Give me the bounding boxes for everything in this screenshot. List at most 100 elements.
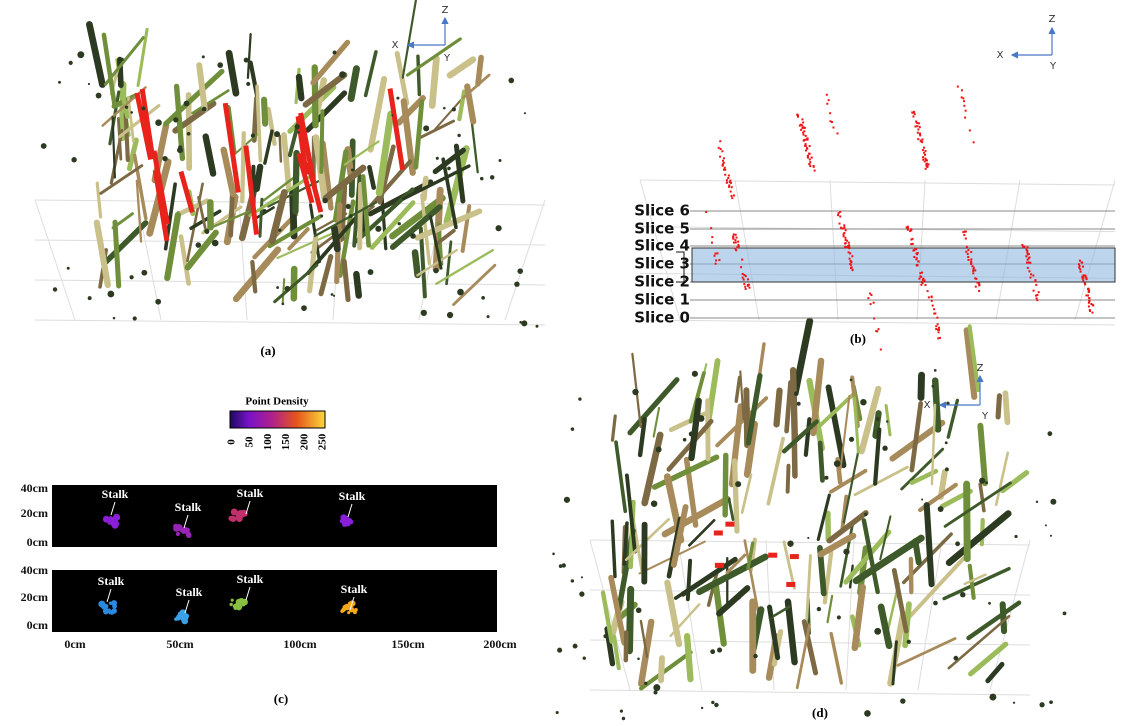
slice-point	[917, 138, 919, 140]
slice-point	[1023, 245, 1025, 247]
cloud-point	[834, 460, 841, 467]
stalk-blob	[103, 516, 110, 523]
cloud-point	[155, 119, 162, 126]
cloud-stroke	[949, 616, 1009, 668]
slice-point	[1028, 257, 1030, 259]
slice-point	[933, 308, 935, 310]
slice-point	[1087, 295, 1089, 297]
slice-point	[1089, 300, 1091, 302]
cloud-point	[447, 312, 453, 318]
slice-point	[741, 259, 743, 261]
cloud-stroke	[351, 69, 356, 99]
slice-point	[974, 269, 976, 271]
cloud-point	[524, 112, 526, 114]
cloud-stroke	[661, 658, 662, 680]
slice-point	[718, 259, 720, 261]
slice-point	[922, 156, 924, 158]
slice-point	[803, 130, 805, 132]
cloud-stroke	[206, 137, 213, 174]
slice-point	[923, 152, 925, 154]
slice-point	[918, 260, 920, 262]
slice-point	[921, 281, 923, 283]
cloud-point	[683, 438, 687, 442]
slice-point	[809, 161, 811, 163]
slice-point	[924, 280, 926, 282]
floor-grid	[35, 320, 545, 325]
floor-grid	[990, 540, 1030, 690]
cloud-point	[184, 101, 190, 107]
slice-point	[1082, 266, 1084, 268]
cloud-point	[1050, 499, 1056, 505]
cloud-stroke	[126, 114, 128, 160]
cloud-point	[934, 369, 937, 372]
cloud-point	[263, 209, 267, 213]
slice-point	[726, 179, 728, 181]
slice-point	[802, 121, 804, 123]
slice-point	[1079, 265, 1081, 267]
slice-point	[973, 141, 975, 143]
slice-point	[972, 268, 974, 270]
cloud-point	[351, 168, 354, 171]
cloud-point	[173, 117, 178, 122]
cloud-point	[333, 295, 335, 297]
cloud-point	[1014, 535, 1017, 538]
cloud-point	[346, 204, 351, 209]
slice-label: Slice 6	[634, 202, 690, 220]
slice-point	[978, 284, 980, 286]
cloud-point	[583, 656, 586, 659]
colorbar-tick: 50	[244, 436, 256, 448]
cloud-stroke	[1003, 604, 1004, 631]
cloud-point	[295, 124, 300, 129]
stalk-blob	[181, 618, 188, 625]
cloud-point	[217, 62, 223, 68]
slice-point	[720, 148, 722, 150]
panel-caption: (d)	[812, 705, 828, 720]
slice-point	[727, 177, 729, 179]
cloud-stroke	[260, 199, 262, 236]
cloud-stroke	[893, 642, 897, 684]
slice-point	[721, 150, 723, 152]
slice-point	[845, 229, 847, 231]
slice-point	[1082, 279, 1084, 281]
cloud-point	[396, 97, 399, 100]
slice-point	[736, 237, 738, 239]
slice-point	[924, 284, 926, 286]
cloud-point	[882, 446, 887, 451]
cloud-point	[864, 513, 867, 516]
cloud-point	[843, 549, 849, 555]
slice-point	[800, 129, 802, 131]
cloud-stroke	[467, 86, 473, 121]
cloud-point	[71, 157, 76, 162]
slice-point	[910, 229, 912, 231]
slice-point	[1034, 279, 1036, 281]
colorbar-tick: 250	[317, 433, 329, 450]
cloud-stroke	[418, 56, 419, 94]
slice-point	[922, 278, 924, 280]
stalk-blob	[340, 514, 346, 520]
slice-point	[1092, 304, 1094, 306]
cloud-stroke	[371, 79, 385, 150]
cloud-stroke	[687, 636, 690, 679]
stalk-blob	[173, 528, 177, 532]
cloud-point	[204, 229, 209, 234]
cloud-stroke	[265, 131, 272, 163]
cloud-stroke	[104, 35, 115, 106]
cloud-point	[651, 500, 657, 506]
cloud-point	[876, 417, 880, 421]
slice-point	[1088, 305, 1090, 307]
slice-point	[919, 275, 921, 277]
cloud-point	[622, 717, 625, 720]
cloud-stroke	[844, 452, 858, 523]
axis-label: Y	[1049, 61, 1057, 72]
cloud-point	[69, 61, 73, 65]
slice-point	[915, 121, 917, 123]
cloud-point	[985, 481, 988, 484]
slice-point	[1026, 262, 1028, 264]
y-tick-label: 0cm	[27, 618, 48, 632]
slice-point	[911, 111, 913, 113]
slice-point	[938, 331, 940, 333]
cloud-point	[517, 268, 523, 274]
stalk-annotation: Stalk	[237, 486, 264, 500]
cloud-point	[653, 691, 657, 695]
stalk-annotation: Stalk	[98, 574, 125, 588]
